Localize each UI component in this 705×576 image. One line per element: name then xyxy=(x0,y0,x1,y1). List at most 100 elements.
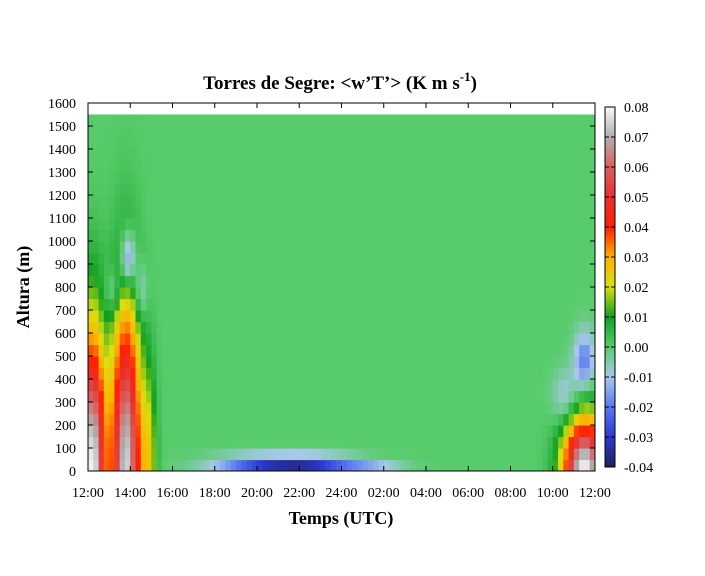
heatmap-cell xyxy=(526,402,533,415)
heatmap-cell xyxy=(510,183,517,196)
heatmap-cell xyxy=(88,333,94,346)
heatmap-cell xyxy=(309,333,316,346)
heatmap-cell xyxy=(288,459,295,471)
heatmap-cell xyxy=(320,436,327,449)
heatmap-cell xyxy=(251,344,258,357)
heatmap-cell xyxy=(93,229,100,242)
heatmap-cell xyxy=(272,183,279,196)
heatmap-cell xyxy=(135,183,142,196)
heatmap-cell xyxy=(399,195,406,208)
heatmap-cell xyxy=(420,287,427,300)
heatmap-cell xyxy=(536,310,543,323)
heatmap-cell xyxy=(135,149,142,162)
heatmap-cell xyxy=(441,436,448,449)
heatmap-cell xyxy=(579,459,586,471)
heatmap-cell xyxy=(573,298,580,311)
heatmap-cell xyxy=(309,241,316,254)
heatmap-cell xyxy=(225,379,232,392)
heatmap-cell xyxy=(420,229,427,242)
heatmap-cell xyxy=(510,149,517,162)
heatmap-cell xyxy=(262,264,269,277)
heatmap-cell xyxy=(257,344,263,357)
heatmap-cell xyxy=(426,126,432,139)
heatmap-cell xyxy=(494,436,501,449)
heatmap-cell xyxy=(362,402,369,415)
heatmap-cell xyxy=(579,183,586,196)
heatmap-cell xyxy=(510,137,517,150)
heatmap-cell xyxy=(235,218,242,231)
heatmap-cell xyxy=(336,114,343,127)
heatmap-cell xyxy=(325,195,332,208)
heatmap-cell xyxy=(257,172,263,185)
heatmap-cell xyxy=(404,413,411,426)
heatmap-cell xyxy=(246,137,253,150)
heatmap-cell xyxy=(241,379,248,392)
heatmap-cell xyxy=(172,425,179,438)
heatmap-cell xyxy=(346,195,353,208)
heatmap-cell xyxy=(135,137,142,150)
heatmap-cell xyxy=(288,333,295,346)
heatmap-cell xyxy=(552,425,559,438)
heatmap-cell xyxy=(230,126,237,139)
heatmap-cell xyxy=(494,287,501,300)
heatmap-cell xyxy=(362,172,369,185)
heatmap-cell xyxy=(119,367,126,380)
heatmap-cell xyxy=(415,310,422,323)
heatmap-cell xyxy=(552,379,559,392)
heatmap-cell xyxy=(198,229,205,242)
heatmap-cell xyxy=(124,298,131,311)
heatmap-cell xyxy=(209,379,216,392)
heatmap-cell xyxy=(230,425,237,438)
heatmap-cell xyxy=(394,402,401,415)
heatmap-cell xyxy=(262,344,269,357)
heatmap-cell xyxy=(420,275,427,288)
heatmap-cell xyxy=(505,195,512,208)
heatmap-cell xyxy=(325,229,332,242)
heatmap-cell xyxy=(130,241,137,254)
heatmap-cell xyxy=(119,379,126,392)
heatmap-cell xyxy=(283,287,290,300)
heatmap-cell xyxy=(357,298,364,311)
heatmap-cell xyxy=(447,114,454,127)
heatmap-cell xyxy=(346,137,353,150)
heatmap-cell xyxy=(563,356,570,369)
heatmap-cell xyxy=(103,402,110,415)
heatmap-cell xyxy=(262,425,269,438)
heatmap-cell xyxy=(288,195,295,208)
heatmap-cell xyxy=(140,425,147,438)
heatmap-cell xyxy=(531,310,538,323)
heatmap-cell xyxy=(198,413,205,426)
heatmap-cell xyxy=(172,149,179,162)
heatmap-cell xyxy=(341,390,348,403)
heatmap-cell xyxy=(404,379,411,392)
heatmap-cell xyxy=(542,367,549,380)
heatmap-cell xyxy=(151,356,158,369)
heatmap-cell xyxy=(526,287,533,300)
heatmap-cell xyxy=(399,275,406,288)
heatmap-cell xyxy=(499,137,506,150)
heatmap-cell xyxy=(515,206,522,219)
heatmap-cell xyxy=(119,218,126,231)
heatmap-cell xyxy=(262,149,269,162)
heatmap-cell xyxy=(462,425,469,438)
heatmap-cell xyxy=(336,126,343,139)
heatmap-cell xyxy=(230,218,237,231)
heatmap-cell xyxy=(341,126,348,139)
heatmap-cell xyxy=(510,275,517,288)
heatmap-cell xyxy=(304,344,311,357)
y-axis: 0100200300400500600700800900100011001200… xyxy=(48,97,595,480)
heatmap-cell xyxy=(151,264,158,277)
heatmap-cell xyxy=(193,172,200,185)
heatmap-cell xyxy=(98,206,105,219)
heatmap-cell xyxy=(172,459,179,471)
heatmap-cell xyxy=(563,160,570,173)
heatmap-cell xyxy=(499,149,506,162)
heatmap-cell xyxy=(225,195,232,208)
heatmap-cell xyxy=(204,356,211,369)
heatmap-cell xyxy=(468,137,475,150)
heatmap-cell xyxy=(362,333,369,346)
heatmap-cell xyxy=(510,195,517,208)
heatmap-cell xyxy=(304,252,311,265)
heatmap-cell xyxy=(278,425,285,438)
heatmap-cell xyxy=(484,344,490,357)
